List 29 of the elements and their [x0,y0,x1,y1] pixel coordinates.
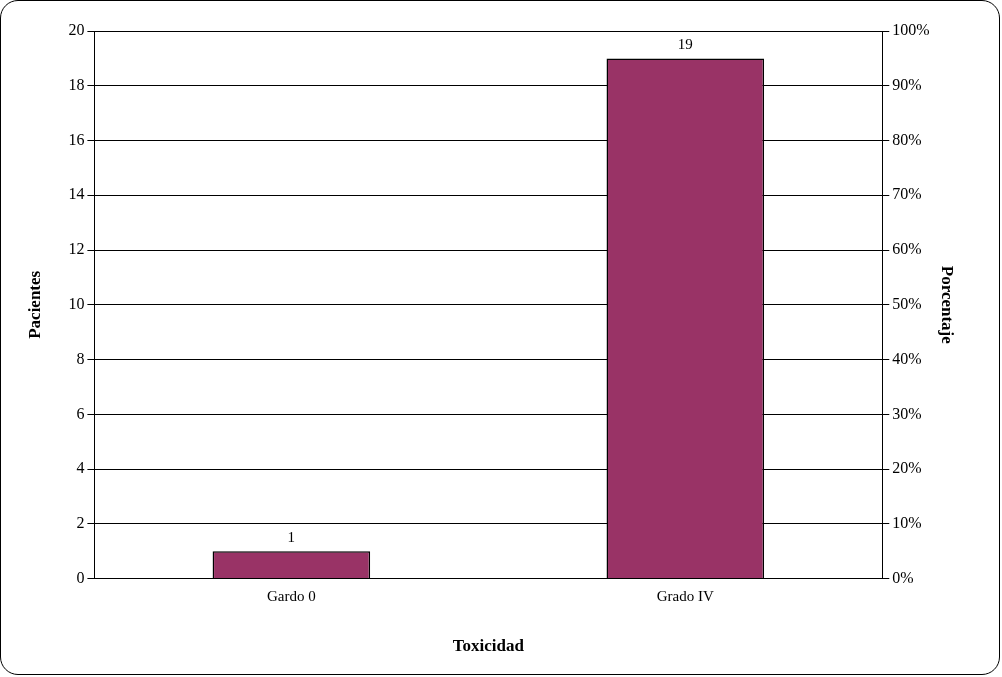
y-tick-label: 0 [76,568,85,586]
y-tick-label: 18 [68,75,85,93]
y-tick-label: 2 [76,514,85,532]
data-label: 1 [287,528,296,545]
y2-tick-label: 30% [892,404,922,422]
y2-tick-label: 0% [892,568,914,586]
y-tick-label: 16 [68,130,85,148]
data-label: 19 [677,35,693,52]
y2-tick-label: 80% [892,130,922,148]
y-tick-label: 12 [68,240,85,258]
y2-tick-label: 40% [892,349,922,367]
y-tick-label: 6 [76,404,85,422]
y2-tick-label: 10% [892,514,922,532]
y2-tick-label: 100% [892,21,930,39]
x-tick-label: Gardo 0 [266,587,316,604]
y2-tick-label: 90% [892,75,922,93]
y2-tick-label: 20% [892,459,922,477]
y2-axis-title: Porcentaje [938,265,958,345]
y-tick-label: 8 [76,349,85,367]
x-tick-label: Grado IV [656,587,714,604]
y2-tick-label: 60% [892,240,922,258]
y2-tick-label: 50% [892,295,922,312]
y-tick-label: 10 [68,295,85,312]
y-axis-title: Pacientes [24,270,44,339]
y-tick-label: 4 [76,459,85,477]
y-tick-label: 14 [68,185,85,203]
x-axis-title: Toxicidad [452,636,525,656]
y-tick-label: 20 [68,21,85,39]
y2-tick-label: 70% [892,185,922,203]
